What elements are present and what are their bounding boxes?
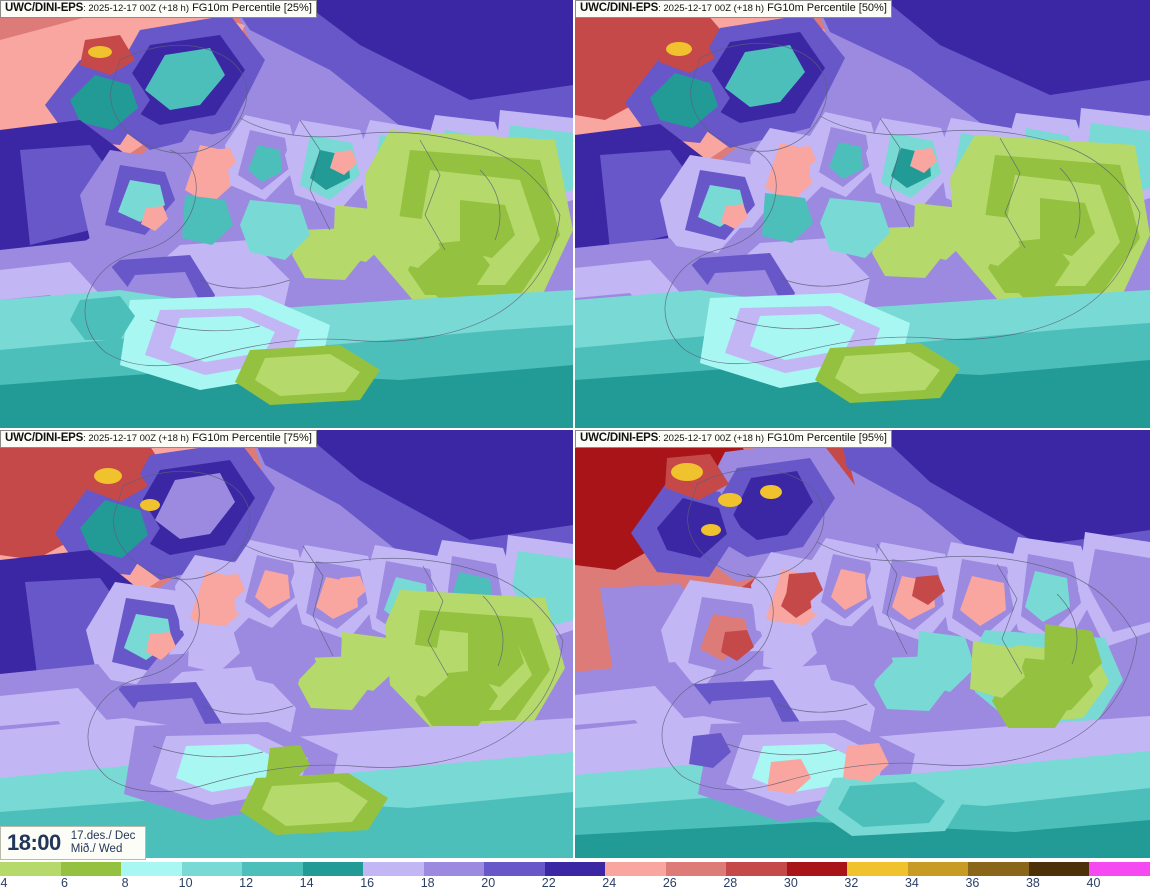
colorbar-segment bbox=[0, 862, 61, 876]
map-canvas-p25 bbox=[0, 0, 573, 428]
colorbar-segment bbox=[605, 862, 666, 876]
panel-header-p75: UWC/DINI-EPS: 2025-12-17 00Z (+18 h) FG1… bbox=[0, 430, 317, 448]
colorbar-tick-label: 34 bbox=[904, 876, 919, 890]
colorbar-tick-label: 10 bbox=[178, 876, 193, 890]
colorbar-tick-label: 30 bbox=[783, 876, 798, 890]
colorbar-segment bbox=[423, 862, 485, 876]
map-panel-p95[interactable]: UWC/DINI-EPS: 2025-12-17 00Z (+18 h) FG1… bbox=[575, 430, 1150, 858]
colorbar-segment bbox=[1089, 862, 1150, 876]
colorbar-segment bbox=[968, 862, 1029, 876]
colorbar-segment bbox=[242, 862, 303, 876]
colorbar-segment bbox=[302, 862, 364, 876]
colorbar-segment bbox=[60, 862, 122, 876]
colorbar-segment bbox=[181, 862, 243, 876]
valid-date-weekday: Mið./ Wed bbox=[70, 843, 123, 855]
panel-header-p25: UWC/DINI-EPS: 2025-12-17 00Z (+18 h) FG1… bbox=[0, 0, 317, 18]
colorbar-tick-label: 20 bbox=[481, 876, 496, 890]
panel-grid: UWC/DINI-EPS: 2025-12-17 00Z (+18 h) FG1… bbox=[0, 0, 1150, 858]
colorbar-segment bbox=[726, 862, 787, 876]
map-canvas-p75 bbox=[0, 430, 573, 858]
colorbar-tick-label: 18 bbox=[420, 876, 435, 890]
run-time: : 2025-12-17 00Z (+18 h) bbox=[658, 433, 764, 444]
colorbar-ticks: 4 6 8 10 12 14 16 18 20 22 24 26 28 30 32 34 36 38 40 bbox=[0, 876, 1150, 891]
colorbar-segment bbox=[1028, 862, 1090, 876]
colorbar-tick-label: 22 bbox=[541, 876, 556, 890]
map-panel-p25[interactable]: UWC/DINI-EPS: 2025-12-17 00Z (+18 h) FG1… bbox=[0, 0, 573, 428]
colorbar-tick-label: 8 bbox=[121, 876, 129, 890]
colorbar-segment bbox=[363, 862, 424, 876]
colorbar-tick-label: 6 bbox=[61, 876, 68, 890]
parameter-label: FG10m Percentile [95%] bbox=[767, 432, 887, 444]
colorbar-segment bbox=[665, 862, 727, 876]
colorbar-tick-label: 38 bbox=[1025, 876, 1040, 890]
valid-date-day: 17.des./ Dec bbox=[70, 830, 136, 842]
colorbar-tick-label: 40 bbox=[1086, 876, 1101, 890]
map-canvas-p95 bbox=[575, 430, 1150, 858]
colorbar-segment bbox=[786, 862, 848, 876]
colorbar-segment bbox=[121, 862, 182, 876]
colorbar-tick-label: 24 bbox=[602, 876, 617, 890]
valid-time: 18:00 bbox=[7, 830, 61, 855]
colorbar-segment bbox=[847, 862, 908, 876]
timestamp-box: 18:00 17.des./ Dec Mið./ Wed bbox=[0, 826, 147, 860]
run-time: : 2025-12-17 00Z (+18 h) bbox=[83, 3, 189, 14]
model-name: UWC/DINI-EPS bbox=[580, 432, 659, 444]
run-time: : 2025-12-17 00Z (+18 h) bbox=[83, 433, 189, 444]
panel-header-p95: UWC/DINI-EPS: 2025-12-17 00Z (+18 h) FG1… bbox=[575, 430, 892, 448]
colorbar-tick-label: 4 bbox=[0, 876, 8, 890]
colorbar-tick-label: 26 bbox=[662, 876, 677, 890]
valid-date: 17.des./ Dec Mið./ Wed bbox=[71, 830, 136, 856]
colorbar-segment bbox=[544, 862, 606, 876]
map-panel-p50[interactable]: UWC/DINI-EPS: 2025-12-17 00Z (+18 h) FG1… bbox=[575, 0, 1150, 428]
colorbar-tick-label: 36 bbox=[965, 876, 980, 890]
map-canvas-p50 bbox=[575, 0, 1150, 428]
parameter-label: FG10m Percentile [50%] bbox=[767, 2, 887, 14]
colorbar-segment bbox=[484, 862, 545, 876]
map-panel-p75[interactable]: UWC/DINI-EPS: 2025-12-17 00Z (+18 h) FG1… bbox=[0, 430, 573, 858]
colorbar[interactable] bbox=[0, 862, 1150, 876]
colorbar-tick-label: 12 bbox=[239, 876, 254, 890]
panel-header-p50: UWC/DINI-EPS: 2025-12-17 00Z (+18 h) FG1… bbox=[575, 0, 892, 18]
parameter-label: FG10m Percentile [25%] bbox=[192, 2, 312, 14]
colorbar-tick-label: 16 bbox=[360, 876, 375, 890]
run-time: : 2025-12-17 00Z (+18 h) bbox=[658, 3, 764, 14]
model-name: UWC/DINI-EPS bbox=[5, 432, 84, 444]
parameter-label: FG10m Percentile [75%] bbox=[192, 432, 312, 444]
colorbar-segment bbox=[907, 862, 969, 876]
panel-divider-horizontal bbox=[0, 428, 1150, 430]
model-name: UWC/DINI-EPS bbox=[5, 2, 84, 14]
colorbar-tick-label: 32 bbox=[844, 876, 859, 890]
model-name: UWC/DINI-EPS bbox=[580, 2, 659, 14]
colorbar-tick-label: 14 bbox=[299, 876, 314, 890]
colorbar-tick-label: 28 bbox=[723, 876, 738, 890]
